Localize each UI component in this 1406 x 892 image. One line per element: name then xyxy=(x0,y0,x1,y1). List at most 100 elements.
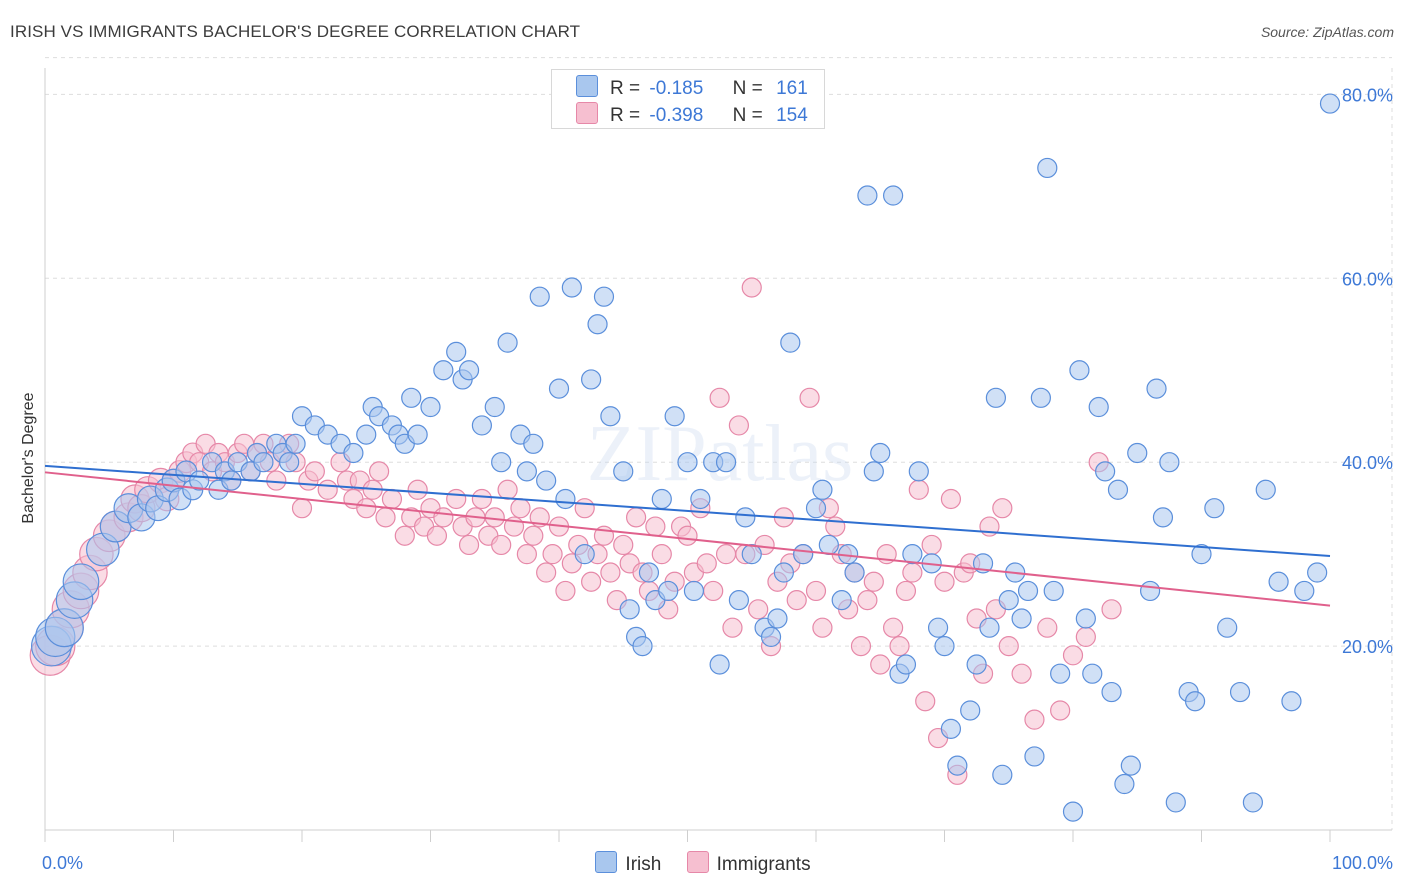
irish-point xyxy=(831,590,852,611)
tick-labels: 20.0% 40.0% 60.0% 80.0% 0.0% 100.0% xyxy=(42,85,1393,873)
immigrants-point xyxy=(516,544,537,565)
immigrants-point xyxy=(992,498,1013,519)
y-tick-label: 40.0% xyxy=(1342,453,1393,473)
irish-point xyxy=(1069,360,1090,381)
irish-point xyxy=(979,617,1000,638)
immigrants-r-value: -0.398 xyxy=(649,105,704,126)
immigrants-point xyxy=(940,488,962,510)
legend-row-immigrants: R = -0.398 N = 154 xyxy=(576,102,808,126)
immigrants-r-label: R = xyxy=(610,105,641,126)
immigrants-point xyxy=(491,534,512,556)
immigrants-point xyxy=(722,617,743,638)
irish-point xyxy=(1159,452,1180,473)
irish-point xyxy=(1165,792,1186,813)
immigrants-point xyxy=(542,544,563,565)
immigrants-point xyxy=(870,654,891,675)
irish-point xyxy=(985,387,1007,408)
irish-point xyxy=(709,654,730,675)
immigrants-point xyxy=(555,580,576,602)
irish-point xyxy=(966,654,987,675)
irish-point xyxy=(658,580,679,602)
immigrants-point xyxy=(696,553,717,574)
irish-point xyxy=(529,286,550,307)
irish-point xyxy=(1255,479,1276,500)
irish-trendline xyxy=(44,464,1331,557)
immigrants-point xyxy=(857,590,878,611)
immigrants-point xyxy=(407,479,428,500)
immigrants-point xyxy=(889,635,910,657)
legend-item-irish[interactable]: Irish xyxy=(595,851,661,876)
irish-point xyxy=(1268,571,1289,592)
irish-point xyxy=(1307,562,1328,583)
legend-row-irish: R = -0.185 N = 161 xyxy=(576,75,808,99)
immigrants-point xyxy=(266,470,287,491)
immigrants-point xyxy=(1037,617,1058,638)
irish-point xyxy=(1050,663,1071,684)
immigrants-point xyxy=(317,479,338,500)
immigrants-point xyxy=(1050,700,1071,721)
immigrants-point xyxy=(850,635,872,657)
series-legend: Irish Immigrants xyxy=(0,851,1406,876)
y-axis-label: Bachelor's Degree xyxy=(20,392,37,523)
immigrants-point xyxy=(1101,599,1122,620)
irish-point xyxy=(420,396,441,418)
irish-point xyxy=(1011,608,1032,629)
irish-point xyxy=(844,562,865,583)
irish-point xyxy=(664,406,685,427)
immigrants-point xyxy=(645,516,666,537)
irish-point xyxy=(805,498,827,519)
irish-point xyxy=(1062,801,1084,822)
irish-point xyxy=(471,415,492,436)
irish-point xyxy=(960,700,981,721)
immigrants-point xyxy=(812,617,833,638)
irish-point xyxy=(947,755,968,776)
irish-r-value: -0.185 xyxy=(649,78,704,99)
irish-point xyxy=(619,599,640,620)
irish-point xyxy=(1319,93,1341,114)
irish-point xyxy=(1127,442,1148,464)
immigrants-point xyxy=(786,590,807,611)
irish-point xyxy=(600,406,621,427)
immigrants-point xyxy=(805,580,827,602)
irish-r-label: R = xyxy=(610,78,641,99)
irish-point xyxy=(1024,746,1045,767)
immigrants-point xyxy=(304,461,325,482)
irish-legend-label: Irish xyxy=(625,854,662,875)
irish-point xyxy=(870,442,891,464)
immigrants-point xyxy=(915,691,936,712)
immigrants-point xyxy=(1011,663,1032,684)
irish-point xyxy=(1204,498,1225,519)
irish-point xyxy=(1095,461,1116,482)
irish-point xyxy=(760,626,782,648)
irish-point xyxy=(285,433,306,454)
immigrants-point xyxy=(536,562,557,583)
irish-point xyxy=(1229,681,1251,703)
immigrants-point xyxy=(895,580,917,602)
legend-item-immigrants[interactable]: Immigrants xyxy=(686,851,811,876)
immigrants-point xyxy=(613,534,634,556)
irish-point xyxy=(1191,544,1212,565)
immigrants-point xyxy=(1075,626,1096,648)
x-tick-label-min: 0.0% xyxy=(42,853,83,873)
irish-point xyxy=(998,590,1019,611)
irish-point xyxy=(613,461,634,482)
irish-point xyxy=(741,544,762,565)
irish-point xyxy=(1139,580,1161,602)
irish-point xyxy=(587,314,608,335)
immigrants-point xyxy=(921,534,942,556)
irish-swatch xyxy=(576,75,598,97)
immigrants-legend-swatch xyxy=(686,851,709,873)
immigrants-point xyxy=(882,617,904,638)
irish-point xyxy=(1217,617,1238,638)
irish-n-value: 161 xyxy=(776,78,808,99)
irish-point xyxy=(221,470,242,491)
immigrants-point xyxy=(715,544,737,565)
irish-point xyxy=(632,635,653,657)
irish-point xyxy=(491,452,512,473)
y-tick-label: 80.0% xyxy=(1342,85,1393,105)
irish-point xyxy=(1107,479,1129,500)
irish-point xyxy=(651,488,672,510)
irish-point xyxy=(793,544,814,565)
irish-point xyxy=(1017,580,1039,602)
